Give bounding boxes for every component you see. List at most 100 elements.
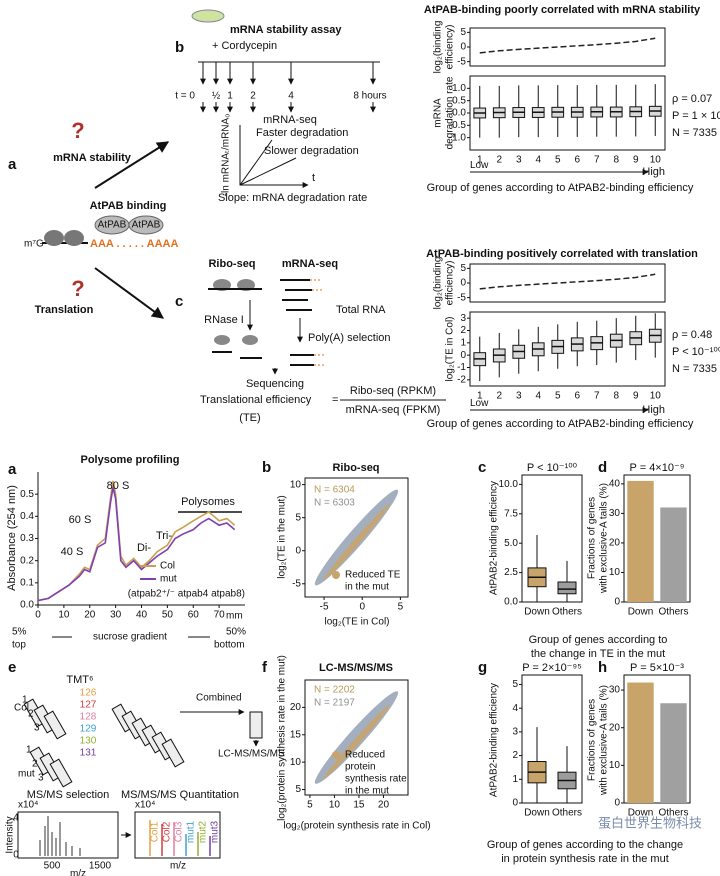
timepoint: 1 [227,91,233,102]
gradient-label: 5% [12,627,27,638]
x-tick-label: 10 [58,610,70,621]
x-tick-label: 9 [633,155,639,166]
y-axis-label: log₂(TE in the mut) [277,495,288,578]
legend-label: Reduced TE [345,570,401,581]
x-tick-label: 20 [378,800,390,811]
panel-label: b [175,39,184,56]
panel-label: g [478,659,487,676]
replicate: 1 [26,745,32,756]
schematic-text: t [312,172,315,184]
x-tick-label: 70 [214,610,226,621]
y-tick-label: 10.0 [499,479,519,490]
y-axis-label: Fractions of genes [587,699,598,781]
y-tick-label: -0.5 [449,120,467,131]
x-tick-label: 0 [35,610,41,621]
y-tick-label: 30 [609,685,621,696]
panel-label: h [598,659,607,676]
y-tick-label: 7.5 [504,508,518,519]
chart-title: P = 5×10⁻³ [630,662,684,674]
y-tick-label: -2 [457,374,466,385]
schematic-text: AtPAB binding [90,200,167,212]
replicate: 2 [32,759,38,770]
replicate: 3 [34,723,40,734]
schematic-text: (TE) [239,412,260,424]
plot-frame [469,27,666,67]
x-tick-label: 15 [353,800,365,811]
plot-frame [469,311,666,387]
x-tick-label: 0 [359,602,365,613]
schematic-text: Translational efficiency [200,394,312,406]
y-tick-label: 0.0 [504,597,518,608]
schematic-text: m⁷G [24,239,44,250]
x-tick-label: 3 [516,391,522,402]
y-tick-label: 10 [609,760,621,771]
proteomics-text: 500 [44,861,61,872]
proteomics-text: x10⁴ [135,800,155,811]
chart-title: P < 10⁻¹⁰⁰ [527,462,578,474]
y-tick-label: 5 [460,27,466,38]
legend-label: in the mut [345,786,389,797]
tmt-tag: 126 [80,688,97,699]
x-tick-label: 5 [398,602,404,613]
y-axis-label: with exclusive-A tails (%) [599,483,610,594]
x-axis-label: log₂(TE in Col) [324,617,389,628]
box [557,581,577,595]
x-tick-label: 10 [650,391,662,402]
axis-end-label: High [642,404,665,416]
y-tick-label: 0.0 [20,600,34,611]
legend-label: synthesis rate [345,774,407,785]
panel-label: c [175,293,183,310]
caption: Group of genes according to [529,634,668,646]
x-tick-label: 9 [633,391,639,402]
annotation: 60 S [69,514,92,526]
y-tick-label: 1.0 [452,83,466,94]
schematic-text: = [332,394,338,406]
schematic-text: mRNA-seq (FPKM) [346,404,441,416]
channel: Col3 [174,821,185,842]
schematic-text: AtPAB [98,220,127,231]
schematic-text: Slower degradation [264,145,359,157]
x-tick-label: 2 [496,155,502,166]
schematic-text: + Cordycepin [212,40,277,52]
axis-end-label: Low [470,398,489,409]
y-tick-label: 5 [512,679,518,690]
trend-line [479,273,656,290]
timepoint: 2 [250,91,256,102]
x-tick-label: 1 [477,391,483,402]
y-axis-label: Fractions of genes [587,497,598,579]
chart-title: P = 2×10⁻⁹⁵ [522,662,582,674]
stat-text: N = 7335 [672,127,717,139]
tmt-tag: 129 [80,724,97,735]
y-tick-label: 0 [512,798,518,809]
y-tick-label: 4 [512,703,518,714]
x-axis-label: mm [226,611,243,622]
annotation: 80 S [107,480,130,492]
y-tick-label: 0.2 [20,555,34,566]
y-axis-label: degradation rate [445,76,456,149]
x-tick-label: 4 [535,391,541,402]
proteomics-text: x10⁴ [18,800,38,811]
legend-dot [332,751,340,759]
schematic-text: Total RNA [336,304,386,316]
x-tick-label: 5 [555,155,561,166]
caption: Group of genes according to the change [487,839,683,851]
caption: the change in TE in the mut [531,648,665,660]
y-axis-label: AtPAB2-binding efficiency [489,683,500,797]
x-tick-label: 5 [555,391,561,402]
bar [660,507,687,602]
x-tick-label: 8 [613,391,619,402]
stat-text: N = 7335 [672,363,717,375]
schematic-text: mRNA stability assay [230,24,342,36]
watermark: 蛋白世界生物科技 [598,815,702,830]
profile-line [37,487,236,602]
schematic-text: mRNA stability [53,152,132,164]
schematic-text: Slope: mRNA degradation rate [218,192,367,204]
x-tick-label: 3 [516,155,522,166]
proteomics-text: Col [14,703,29,714]
schematic-text: ? [71,118,84,143]
count-label: N = 6303 [314,498,355,509]
schematic-text: Ribo-seq (RPKM) [350,385,436,397]
x-tick-label: Others [658,607,688,618]
legend-dot [332,571,340,579]
y-tick-label: -5 [292,578,301,589]
